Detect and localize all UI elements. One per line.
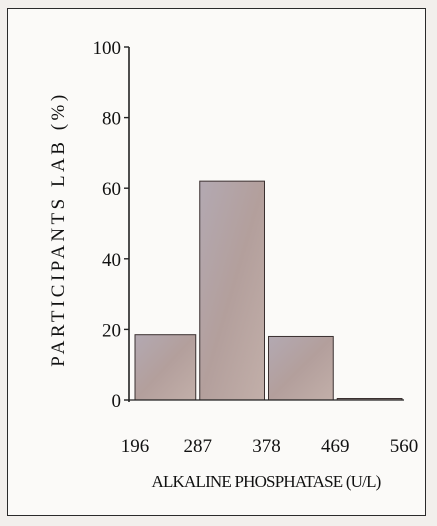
histogram-bar	[268, 335, 334, 401]
histogram-chart: 0 20 40 60 80 100 196 287 378 469 560 PARTICIPANT…	[48, 38, 419, 491]
y-ticks: 0 20 40 60 80 100	[93, 38, 129, 412]
histogram-bar	[134, 334, 197, 401]
histogram-bar	[199, 180, 265, 401]
y-tick-label: 20	[102, 320, 121, 341]
x-ticks: 196 287 378 469 560	[121, 436, 419, 457]
y-tick-label: 60	[102, 179, 121, 200]
axes-layer	[128, 47, 404, 402]
y-axis-title: PARTICIPANTS LAB (%)	[48, 91, 69, 366]
y-tick-label: 40	[102, 250, 121, 271]
x-tick-label: 560	[390, 436, 419, 457]
chart-card: 0 20 40 60 80 100 196 287 378 469 560 PARTICIPANT…	[7, 8, 426, 516]
x-tick-label: 378	[252, 436, 281, 457]
y-tick-label: 100	[93, 38, 122, 59]
bars-layer	[134, 180, 403, 401]
x-tick-label: 469	[321, 436, 350, 457]
x-tick-label: 196	[121, 436, 150, 457]
x-axis-title: ALKALINE PHOSPHATASE (U/L)	[151, 472, 380, 491]
y-tick-label: 0	[112, 391, 122, 412]
x-tick-label: 287	[184, 436, 213, 457]
y-tick-label: 80	[102, 109, 121, 130]
